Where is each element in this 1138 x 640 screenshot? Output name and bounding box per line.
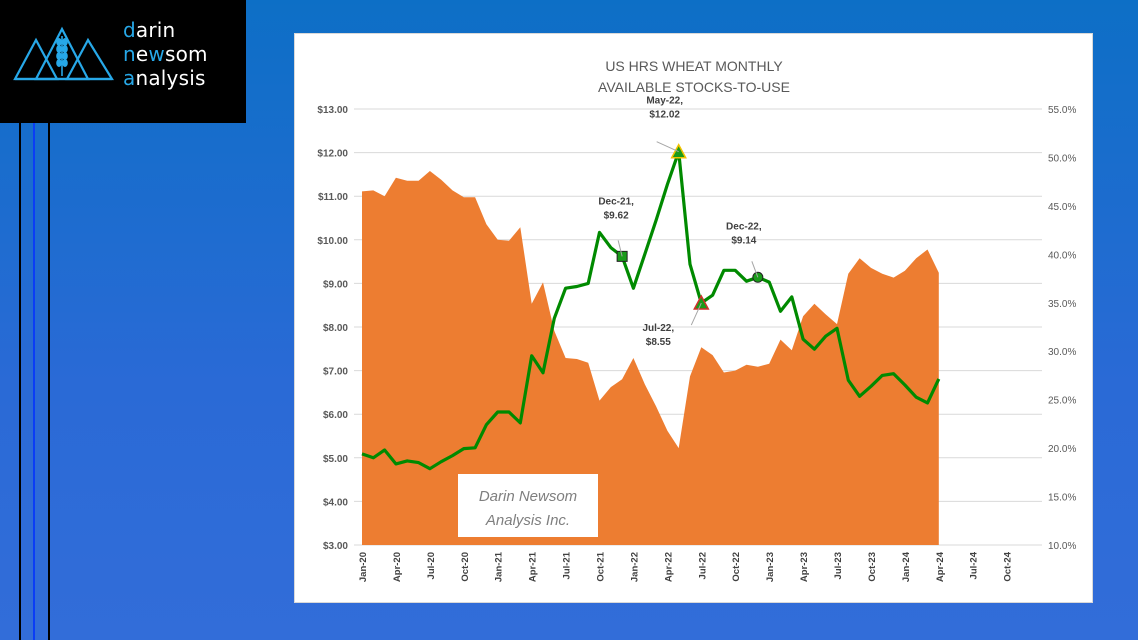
x-tick-label: Apr-22 bbox=[663, 552, 674, 582]
stocks-to-use-area bbox=[362, 171, 939, 545]
y-left-tick-label: $5.00 bbox=[323, 454, 348, 465]
brand-letter: d bbox=[123, 18, 136, 42]
y-left-tick-label: $4.00 bbox=[323, 497, 348, 508]
x-tick-label: Apr-20 bbox=[392, 552, 403, 582]
watermark-line2: Analysis Inc. bbox=[485, 512, 570, 529]
annotation-value: $9.62 bbox=[604, 210, 629, 221]
x-tick-label: Oct-21 bbox=[596, 551, 607, 581]
x-tick-label: Jan-23 bbox=[765, 552, 776, 582]
brand-name: darin newsom analysis bbox=[123, 18, 208, 90]
x-tick-label: Jan-24 bbox=[901, 551, 912, 582]
y-left-tick-label: $6.00 bbox=[323, 410, 348, 421]
y-left-tick-label: $8.00 bbox=[323, 323, 348, 334]
chart-subtitle: AVAILABLE STOCKS-TO-USE bbox=[598, 79, 790, 95]
y-right-tick-label: 55.0% bbox=[1048, 105, 1076, 116]
brand-letter: a bbox=[123, 66, 136, 90]
y-left-tick-label: $13.00 bbox=[317, 105, 348, 116]
decorative-line bbox=[33, 123, 35, 640]
annotation-label: May-22, bbox=[646, 96, 683, 107]
brand-letter: w bbox=[148, 42, 165, 66]
y-right-tick-label: 25.0% bbox=[1048, 396, 1076, 407]
wheat-mountains-logo-icon bbox=[13, 26, 114, 81]
annotation-label: Jul-22, bbox=[642, 323, 674, 334]
x-tick-label: Oct-23 bbox=[867, 552, 878, 582]
chart-title: US HRS WHEAT MONTHLY bbox=[605, 58, 783, 74]
brand-word-darin: arin bbox=[135, 18, 176, 42]
y-left-tick-label: $9.00 bbox=[323, 279, 348, 290]
annotation-leader bbox=[617, 240, 623, 257]
watermark-line1: Darin Newsom bbox=[479, 488, 577, 505]
brand-word-analysis: nalysis bbox=[135, 66, 206, 90]
annotation-label: Dec-21, bbox=[598, 196, 634, 207]
y-right-tick-label: 10.0% bbox=[1048, 541, 1076, 552]
x-tick-label: Jul-24 bbox=[969, 551, 980, 579]
decorative-line bbox=[19, 123, 21, 640]
x-tick-label: Apr-23 bbox=[799, 552, 810, 582]
y-left-tick-label: $11.00 bbox=[318, 192, 348, 203]
annotation-label: Dec-22, bbox=[726, 221, 762, 232]
x-tick-label: Jan-21 bbox=[494, 551, 505, 582]
y-right-tick-label: 15.0% bbox=[1048, 493, 1076, 504]
x-tick-label: Jul-22 bbox=[697, 552, 708, 579]
annotation-marker-triangle bbox=[693, 294, 710, 310]
chart-card: US HRS WHEAT MONTHLY AVAILABLE STOCKS-TO… bbox=[294, 33, 1093, 603]
y-left-tick-label: $10.00 bbox=[317, 236, 348, 247]
y-right-tick-label: 30.0% bbox=[1048, 347, 1076, 358]
annotation-leader bbox=[690, 302, 702, 326]
y-right-tick-label: 45.0% bbox=[1048, 202, 1076, 213]
brand-logo: darin newsom analysis bbox=[0, 0, 246, 123]
decorative-line bbox=[48, 123, 50, 640]
watermark: Darin Newsom Analysis Inc. bbox=[458, 474, 598, 537]
annotation-value: $9.14 bbox=[731, 235, 756, 246]
y-right-tick-label: 20.0% bbox=[1048, 444, 1076, 455]
x-tick-label: Oct-22 bbox=[731, 552, 742, 582]
y-left-tick-label: $7.00 bbox=[323, 367, 348, 378]
y-right-tick-label: 50.0% bbox=[1048, 153, 1076, 164]
price-line bbox=[361, 150, 941, 471]
brand-letter: n bbox=[123, 42, 136, 66]
x-tick-label: Jul-20 bbox=[426, 552, 437, 579]
x-tick-label: Oct-24 bbox=[1003, 551, 1014, 581]
annotation-leader bbox=[751, 261, 759, 278]
x-tick-label: Jan-22 bbox=[629, 552, 640, 582]
annotation-value: $12.02 bbox=[649, 110, 680, 121]
y-right-tick-label: 40.0% bbox=[1048, 250, 1076, 261]
stocks-to-use-chart: US HRS WHEAT MONTHLY AVAILABLE STOCKS-TO… bbox=[317, 58, 1076, 582]
annotation-leader bbox=[656, 141, 679, 153]
x-tick-label: Oct-20 bbox=[460, 552, 471, 582]
x-tick-label: Apr-21 bbox=[528, 551, 539, 582]
y-left-tick-label: $12.00 bbox=[317, 149, 348, 160]
x-tick-label: Jan-20 bbox=[358, 552, 369, 582]
annotation-marker-circle bbox=[752, 271, 764, 283]
x-tick-label: Jul-23 bbox=[833, 552, 844, 579]
annotation-value: $8.55 bbox=[646, 337, 671, 348]
brand-letter: e bbox=[135, 42, 149, 66]
x-tick-label: Apr-24 bbox=[935, 551, 946, 582]
x-tick-label: Jul-21 bbox=[562, 551, 573, 579]
y-left-tick-label: $3.00 bbox=[323, 541, 348, 552]
y-right-tick-label: 35.0% bbox=[1048, 299, 1076, 310]
brand-word-newsom: som bbox=[164, 42, 208, 66]
